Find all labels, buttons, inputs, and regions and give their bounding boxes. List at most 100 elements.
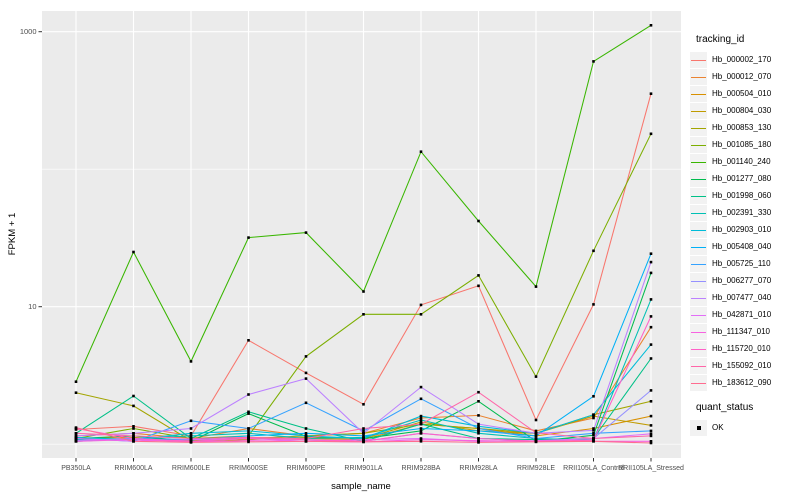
legend-line-icon xyxy=(691,161,706,163)
legend-item-label: Hb_000853_130 xyxy=(712,123,772,132)
data-point xyxy=(649,357,653,360)
legend-item-Hb_001140_240: Hb_001140_240 xyxy=(690,153,798,170)
data-point xyxy=(592,303,595,306)
legend-line-icon xyxy=(691,144,706,146)
data-point xyxy=(362,290,365,293)
data-point xyxy=(534,437,538,440)
data-point xyxy=(362,438,365,441)
legend-item-label: Hb_155092_010 xyxy=(712,361,772,370)
data-point xyxy=(419,429,423,433)
legend-item-label: Hb_005408_040 xyxy=(712,242,772,251)
data-point xyxy=(362,427,365,430)
data-point xyxy=(534,431,538,435)
legend-line-icon xyxy=(691,76,706,78)
data-point xyxy=(649,24,653,27)
legend-line-icon xyxy=(691,110,706,112)
gridlines xyxy=(42,11,681,458)
x-tick-label: PB350LA xyxy=(61,465,91,472)
data-point xyxy=(247,429,250,433)
legend-item-Hb_183612_090: Hb_183612_090 xyxy=(690,374,798,391)
data-point xyxy=(477,274,480,277)
data-point xyxy=(132,394,135,398)
legend-line-icon xyxy=(691,314,706,316)
legend-item-label: Hb_007477_040 xyxy=(712,293,772,302)
data-point xyxy=(419,440,423,443)
data-point xyxy=(74,434,78,438)
data-point xyxy=(592,429,595,432)
legend-item-label: Hb_183612_090 xyxy=(712,378,772,387)
y-axis-title: FPKM + 1 xyxy=(7,213,18,256)
data-point xyxy=(247,432,250,435)
data-point xyxy=(189,441,193,444)
data-point xyxy=(247,427,250,430)
data-point xyxy=(649,414,653,418)
legend-key-swatch xyxy=(690,204,707,221)
x-tick-label: RRIM901LA xyxy=(344,465,382,472)
data-point xyxy=(189,437,193,440)
data-point xyxy=(304,440,308,443)
data-point xyxy=(419,438,423,441)
data-point xyxy=(419,432,423,435)
legend-item-label: Hb_000002_170 xyxy=(712,55,772,64)
data-point xyxy=(362,432,365,435)
legend-item-label: Hb_001998_060 xyxy=(712,191,772,200)
data-point xyxy=(534,418,538,422)
data-point xyxy=(419,416,423,420)
plot-panel xyxy=(42,11,681,458)
legend-line-icon xyxy=(691,93,706,95)
panel-background xyxy=(42,11,681,458)
data-point xyxy=(419,418,423,422)
legend-key-swatch xyxy=(690,323,707,340)
data-point xyxy=(477,439,480,442)
data-point xyxy=(534,375,538,378)
legend-key-swatch xyxy=(690,51,707,68)
data-point xyxy=(592,440,595,443)
data-point xyxy=(649,400,653,403)
data-point xyxy=(74,391,78,394)
legend-line-icon xyxy=(691,127,706,129)
data-point xyxy=(132,440,135,443)
legend-item-label: Hb_002903_010 xyxy=(712,225,772,234)
legend-item-label: Hb_001140_240 xyxy=(712,157,771,166)
data-point xyxy=(189,432,193,435)
legend-item-Hb_000504_010: Hb_000504_010 xyxy=(690,85,798,102)
x-tick-label: RRIM928LA xyxy=(459,465,497,472)
legend-line-icon xyxy=(691,246,706,248)
data-point xyxy=(649,343,653,346)
legend-item-label: Hb_006277_070 xyxy=(712,276,772,285)
legend-item-Hb_001277_080: Hb_001277_080 xyxy=(690,170,798,187)
legend-line-icon xyxy=(691,331,706,333)
legend-item-Hb_001085_180: Hb_001085_180 xyxy=(690,136,798,153)
legend-item-label: Hb_005725_110 xyxy=(712,259,771,268)
data-point xyxy=(592,432,595,435)
data-point xyxy=(362,440,365,444)
data-point xyxy=(649,441,653,445)
data-point xyxy=(247,440,250,444)
legend-item-label: OK xyxy=(712,423,724,432)
data-point xyxy=(534,440,538,444)
data-point xyxy=(592,414,595,418)
data-point xyxy=(419,414,423,418)
legend-item-Hb_042871_010: Hb_042871_010 xyxy=(690,306,798,323)
data-point xyxy=(477,437,480,440)
x-axis-title: sample_name xyxy=(331,481,391,492)
data-point xyxy=(649,440,653,443)
data-point xyxy=(74,426,78,429)
data-point xyxy=(534,429,538,433)
data-point xyxy=(477,400,480,403)
data-point xyxy=(592,434,595,437)
legend-quant-entries: OK xyxy=(690,419,798,436)
data-point xyxy=(477,390,480,394)
legend-line-icon xyxy=(691,263,706,265)
data-point xyxy=(592,427,595,430)
data-point xyxy=(362,434,365,438)
y-tick-label: 1000 xyxy=(20,27,37,36)
legend-item-label: Hb_042871_010 xyxy=(712,310,772,319)
data-point xyxy=(419,150,423,153)
legend-item-Hb_115720_010: Hb_115720_010 xyxy=(690,340,798,357)
data-point xyxy=(247,393,250,396)
legend-item-label: Hb_115720_010 xyxy=(712,344,771,353)
black-square-point-icon xyxy=(696,425,701,430)
data-point xyxy=(649,298,653,301)
x-tick-label: RRII105LA_Stressed xyxy=(618,465,684,472)
